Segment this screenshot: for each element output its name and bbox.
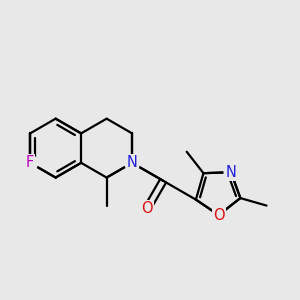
Circle shape bbox=[22, 155, 38, 170]
Circle shape bbox=[224, 165, 238, 179]
Text: N: N bbox=[226, 165, 236, 180]
Text: O: O bbox=[141, 201, 153, 216]
Circle shape bbox=[140, 202, 154, 215]
Text: O: O bbox=[213, 208, 224, 223]
Circle shape bbox=[212, 208, 226, 222]
Circle shape bbox=[124, 155, 140, 170]
Text: F: F bbox=[26, 155, 34, 170]
Text: N: N bbox=[127, 155, 138, 170]
